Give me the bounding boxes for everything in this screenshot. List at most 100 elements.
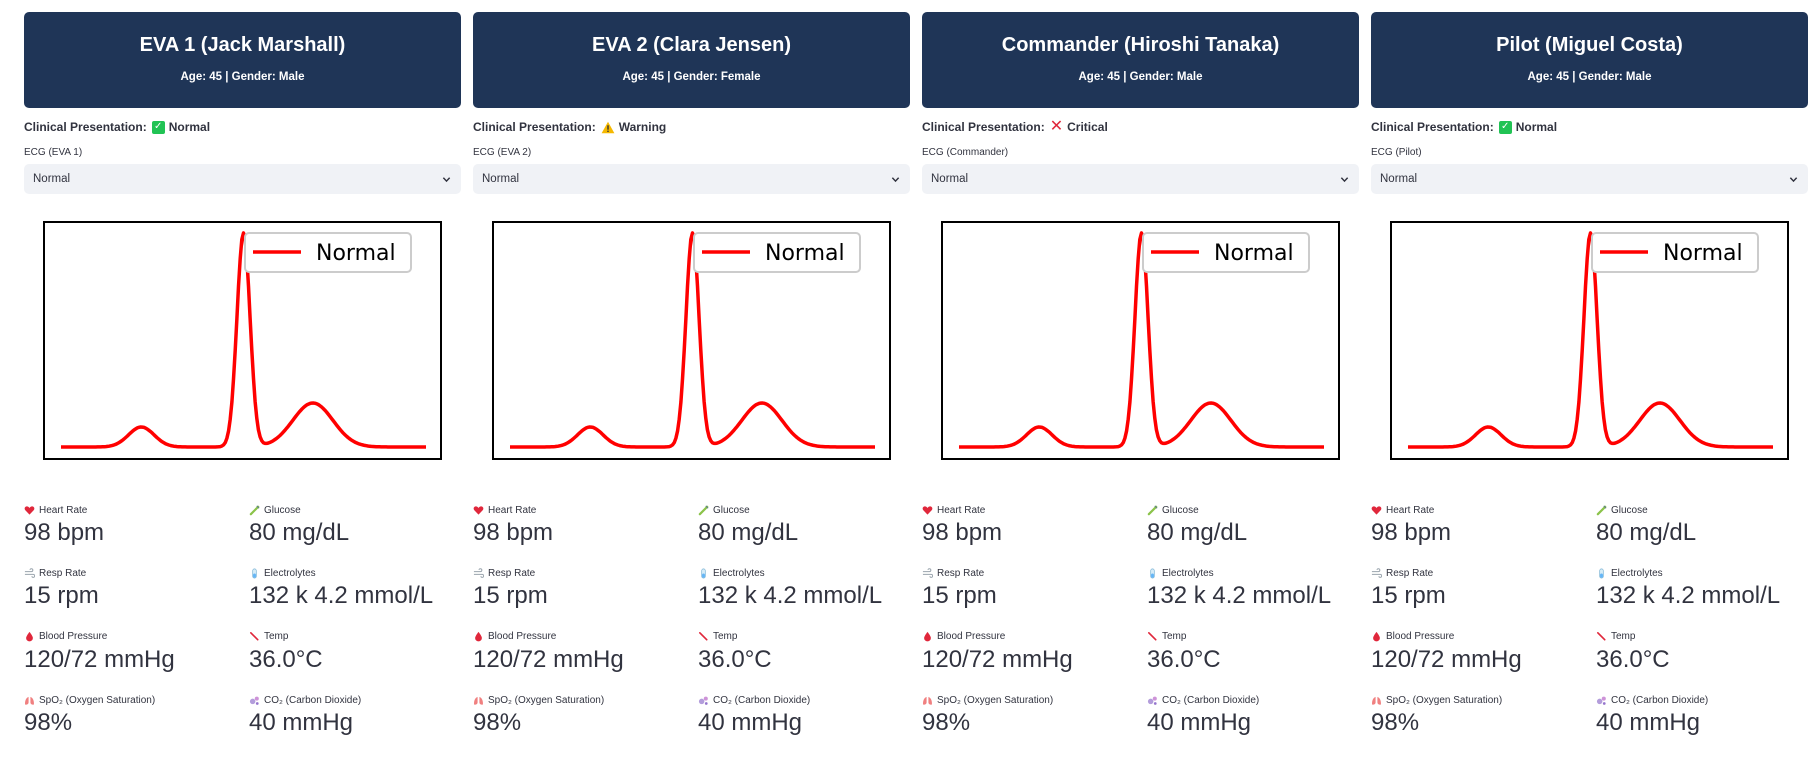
clinical-presentation: Clinical Presentation: ✓ Normal — [1371, 119, 1808, 135]
crew-column-eva1: EVA 1 (Jack Marshall) Age: 45 | Gender: … — [24, 12, 461, 737]
crew-name: EVA 2 (Clara Jensen) — [592, 33, 791, 56]
metric-label: Resp Rate — [937, 567, 985, 579]
chart-legend — [244, 232, 412, 273]
metric-value: 132 k 4.2 mmol/L — [249, 582, 434, 610]
syringe-icon — [1147, 505, 1158, 515]
test-tube-icon — [1150, 568, 1155, 579]
crew-header: Pilot (Miguel Costa) Age: 45 | Gender: M… — [1371, 12, 1808, 108]
heart-icon — [922, 505, 933, 515]
status-text: Critical — [1067, 120, 1108, 134]
chevron-down-icon — [891, 176, 900, 182]
metric-spo2: SpO₂ (Oxygen Saturation) 98% — [922, 694, 1147, 736]
clinical-label: Clinical Presentation: — [24, 120, 147, 134]
metric-value: 15 rpm — [1371, 582, 1446, 610]
metric-electrolytes: Electrolytes 132 k 4.2 mmol/L — [249, 567, 461, 609]
metric-co2: CO₂ (Carbon Dioxide) 40 mmHg — [1596, 694, 1808, 736]
test-tube-icon — [252, 568, 257, 579]
metric-resp-rate: Resp Rate 15 rpm — [473, 567, 698, 609]
metric-spo2: SpO₂ (Oxygen Saturation) 98% — [24, 694, 249, 736]
ecg-label: ECG (Pilot) — [1371, 147, 1422, 158]
metric-value: 80 mg/dL — [1596, 519, 1697, 546]
bubbles-icon — [698, 696, 708, 705]
metric-co2: CO₂ (Carbon Dioxide) 40 mmHg — [249, 694, 461, 736]
drop-icon — [475, 632, 482, 642]
thermometer-icon — [699, 632, 708, 641]
metric-temp: Temp 36.0°C — [1596, 631, 1808, 673]
metric-label: Blood Pressure — [1386, 631, 1455, 643]
crew-column-pilot: Pilot (Miguel Costa) Age: 45 | Gender: M… — [1371, 12, 1808, 737]
ecg-select[interactable]: Normal — [24, 164, 461, 194]
ecg-select[interactable]: Normal — [1371, 164, 1808, 194]
metric-label: Electrolytes — [264, 567, 316, 579]
metric-electrolytes: Electrolytes 132 k 4.2 mmol/L — [698, 567, 910, 609]
chart-legend — [1591, 232, 1759, 273]
lungs-icon — [25, 696, 34, 705]
crew-info: Age: 45 | Gender: Male — [1078, 70, 1203, 83]
wind-icon — [24, 568, 35, 578]
clinical-label: Clinical Presentation: — [473, 120, 596, 134]
metric-resp-rate: Resp Rate 15 rpm — [922, 567, 1147, 609]
metric-value: 36.0°C — [1147, 645, 1221, 673]
metric-value: 132 k 4.2 mmol/L — [1147, 582, 1332, 610]
metric-label: Heart Rate — [1386, 504, 1435, 516]
metric-label: Temp — [713, 631, 738, 643]
metric-label: Heart Rate — [937, 504, 986, 516]
chevron-down-icon — [1340, 176, 1349, 182]
metric-co2: CO₂ (Carbon Dioxide) 40 mmHg — [698, 694, 910, 736]
crew-header: EVA 1 (Jack Marshall) Age: 45 | Gender: … — [24, 12, 461, 108]
heart-icon — [24, 505, 35, 515]
ecg-select[interactable]: Normal — [922, 164, 1359, 194]
lungs-icon — [923, 696, 932, 705]
ecg-label: ECG (EVA 2) — [473, 147, 532, 158]
metric-electrolytes: Electrolytes 132 k 4.2 mmol/L — [1596, 567, 1808, 609]
legend-label: Normal — [1214, 241, 1294, 266]
thermometer-icon — [1597, 632, 1606, 641]
metric-label: Glucose — [713, 504, 750, 516]
metric-resp-rate: Resp Rate 15 rpm — [24, 567, 249, 609]
legend-label: Normal — [316, 241, 396, 266]
legend-label: Normal — [765, 241, 845, 266]
metric-value: 36.0°C — [1596, 645, 1670, 673]
check-icon: ✓ — [1498, 120, 1512, 134]
crew-info: Age: 45 | Gender: Male — [180, 70, 305, 83]
metric-label: Blood Pressure — [39, 631, 108, 643]
metric-label: Temp — [1162, 631, 1187, 643]
metric-label: Electrolytes — [1611, 567, 1663, 579]
metric-value: 15 rpm — [922, 582, 997, 610]
ecg-select[interactable]: Normal — [473, 164, 910, 194]
cross-icon: ✕ — [1049, 118, 1064, 135]
metric-glucose: Glucose 80 mg/dL — [1147, 504, 1359, 546]
chevron-down-icon — [1789, 176, 1798, 182]
metric-label: SpO₂ (Oxygen Saturation) — [937, 694, 1054, 706]
metric-value: 120/72 mmHg — [473, 645, 624, 673]
status-text: Normal — [1515, 120, 1558, 134]
metric-co2: CO₂ (Carbon Dioxide) 40 mmHg — [1147, 694, 1359, 736]
crew-info: Age: 45 | Gender: Male — [1527, 70, 1652, 83]
metric-value: 80 mg/dL — [1147, 519, 1248, 546]
ecg-line — [509, 231, 876, 449]
metric-label: Resp Rate — [488, 567, 536, 579]
clinical-presentation: Clinical Presentation: ✕ Critical — [922, 119, 1359, 135]
metric-label: Temp — [264, 631, 289, 643]
metric-label: Electrolytes — [1162, 567, 1214, 579]
crew-name: EVA 1 (Jack Marshall) — [139, 33, 346, 56]
metric-value: 40 mmHg — [1147, 709, 1252, 737]
chart-legend — [693, 232, 861, 273]
clinical-label: Clinical Presentation: — [1371, 120, 1494, 134]
thermometer-icon — [250, 632, 259, 641]
metric-label: Glucose — [1162, 504, 1199, 516]
ecg-line — [958, 231, 1325, 449]
metric-value: 132 k 4.2 mmol/L — [1596, 582, 1781, 610]
wind-icon — [922, 568, 933, 578]
metric-heart-rate: Heart Rate 98 bpm — [1371, 504, 1596, 546]
wind-icon — [1371, 568, 1382, 578]
metric-glucose: Glucose 80 mg/dL — [698, 504, 910, 546]
metric-label: SpO₂ (Oxygen Saturation) — [39, 694, 156, 706]
metric-label: Heart Rate — [39, 504, 88, 516]
ecg-select-value: Normal — [1380, 173, 1418, 185]
crew-header: Commander (Hiroshi Tanaka) Age: 45 | Gen… — [922, 12, 1359, 108]
chart-legend — [1142, 232, 1310, 273]
metric-value: 120/72 mmHg — [922, 645, 1073, 673]
metric-value: 98 bpm — [1371, 519, 1452, 546]
metric-label: SpO₂ (Oxygen Saturation) — [488, 694, 605, 706]
